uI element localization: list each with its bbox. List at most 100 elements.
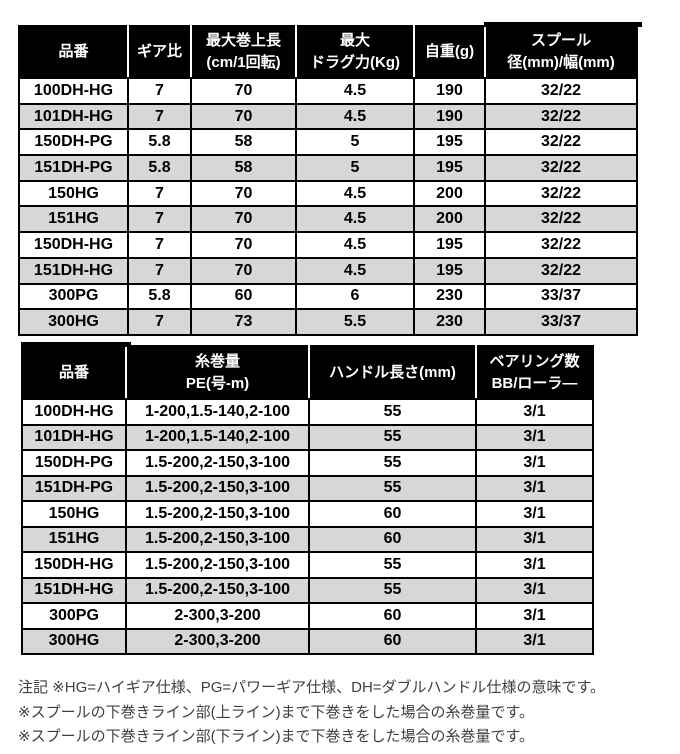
column-header: 自重(g) <box>413 25 486 79</box>
value-cell: 3/1 <box>475 423 594 451</box>
value-cell: 1.5-200,2-150,3-100 <box>125 525 310 553</box>
value-cell: 55 <box>308 551 477 579</box>
value-cell: 32/22 <box>484 256 638 285</box>
footnote-line: 注記 ※HG=ハイギア仕様、PG=パワーギア仕様、DH=ダブルハンドル仕様の意味… <box>18 679 606 696</box>
table-row: 101DH-HG 7 70 4.5 190 32/22 <box>18 102 638 131</box>
value-cell: 3/1 <box>475 474 594 502</box>
footnote-line: ※スプールの下巻きライン部(上ライン)まで下巻きをした場合の糸巻量です。 <box>18 703 535 721</box>
value-cell: 5 <box>295 154 415 182</box>
table-row: 151DH-PG 5.8 58 5 195 32/22 <box>18 154 638 182</box>
reel-spec-table: 品番 ギア比 最大巻上長 (cm/1回転) 最大 ドラグ力(Kg) 自重(g) スプール 径(m… <box>18 23 643 336</box>
value-cell: 60 <box>308 627 477 655</box>
value-cell: 70 <box>190 77 297 105</box>
value-cell: 4.5 <box>295 231 415 259</box>
value-cell: 60 <box>308 500 477 528</box>
table-row: 300PG 5.8 60 6 230 33/37 <box>18 282 638 311</box>
model-cell: 150DH-PG <box>18 128 129 157</box>
value-cell: 1.5-200,2-150,3-100 <box>125 576 310 604</box>
model-cell: 151DH-HG <box>18 256 129 285</box>
value-cell: 32/22 <box>484 77 638 105</box>
value-cell: 7 <box>127 256 192 285</box>
value-cell: 3/1 <box>475 449 594 477</box>
value-cell: 55 <box>308 398 477 426</box>
value-cell: 5.8 <box>127 154 192 182</box>
table-row: 150HG 7 70 4.5 200 32/22 <box>18 179 638 208</box>
value-cell: 200 <box>413 205 486 234</box>
value-cell: 230 <box>413 308 486 336</box>
table-row: 151DH-HG 1.5-200,2-150,3-100 55 3/1 <box>21 576 594 604</box>
model-cell: 150DH-PG <box>21 449 127 477</box>
value-cell: 1-200,1.5-140,2-100 <box>125 423 310 451</box>
value-cell: 5.8 <box>127 282 192 311</box>
value-cell: 5.8 <box>127 128 192 157</box>
value-cell: 60 <box>308 602 477 630</box>
value-cell: 70 <box>190 102 297 131</box>
model-cell: 150HG <box>18 179 129 208</box>
model-cell: 150HG <box>21 500 127 528</box>
value-cell: 73 <box>190 308 297 336</box>
column-header: スプール 径(mm)/幅(mm) <box>484 23 643 79</box>
table-row: 150DH-PG 1.5-200,2-150,3-100 55 3/1 <box>21 449 594 477</box>
value-cell: 32/22 <box>484 154 638 182</box>
value-cell: 32/22 <box>484 128 638 157</box>
model-cell: 151HG <box>21 525 127 553</box>
value-cell: 32/22 <box>484 102 638 131</box>
table-row: 151HG 1.5-200,2-150,3-100 60 3/1 <box>21 525 594 553</box>
value-cell: 3/1 <box>475 525 594 553</box>
model-cell: 150DH-HG <box>18 231 129 259</box>
model-cell: 101DH-HG <box>18 102 129 131</box>
header-row: 品番 糸巻量 PE(号-m) ハンドル長さ(mm) ベアリング数 BB/ローラ― <box>21 343 594 400</box>
footnote-line: ※スプールの下巻きライン部(下ライン)まで下巻きをした場合の糸巻量です。 <box>18 728 535 745</box>
value-cell: 5.5 <box>295 308 415 336</box>
value-cell: 70 <box>190 179 297 208</box>
value-cell: 195 <box>413 128 486 157</box>
value-cell: 7 <box>127 308 192 336</box>
value-cell: 190 <box>413 77 486 105</box>
value-cell: 230 <box>413 282 486 311</box>
value-cell: 7 <box>127 179 192 208</box>
value-cell: 32/22 <box>484 231 638 259</box>
value-cell: 1-200,1.5-140,2-100 <box>125 398 310 426</box>
value-cell: 4.5 <box>295 102 415 131</box>
model-cell: 300HG <box>18 308 129 336</box>
value-cell: 70 <box>190 231 297 259</box>
value-cell: 60 <box>190 282 297 311</box>
table-row: 150DH-HG 1.5-200,2-150,3-100 55 3/1 <box>21 551 594 579</box>
table-row: 151DH-HG 7 70 4.5 195 32/22 <box>18 256 638 285</box>
column-header: ハンドル長さ(mm) <box>308 345 477 400</box>
model-cell: 151HG <box>18 205 129 234</box>
column-header: 糸巻量 PE(号-m) <box>125 345 310 400</box>
table-row: 300HG 2-300,3-200 60 3/1 <box>21 627 594 655</box>
model-cell: 150DH-HG <box>21 551 127 579</box>
model-cell: 300HG <box>21 627 127 655</box>
value-cell: 1.5-200,2-150,3-100 <box>125 551 310 579</box>
value-cell: 55 <box>308 449 477 477</box>
value-cell: 32/22 <box>484 205 638 234</box>
table-row: 100DH-HG 1-200,1.5-140,2-100 55 3/1 <box>21 398 594 426</box>
model-cell: 100DH-HG <box>18 77 129 105</box>
value-cell: 58 <box>190 154 297 182</box>
value-cell: 70 <box>190 256 297 285</box>
value-cell: 195 <box>413 154 486 182</box>
value-cell: 2-300,3-200 <box>125 602 310 630</box>
value-cell: 3/1 <box>475 500 594 528</box>
model-cell: 151DH-PG <box>21 474 127 502</box>
column-header: 最大 ドラグ力(Kg) <box>295 25 415 79</box>
value-cell: 195 <box>413 231 486 259</box>
value-cell: 58 <box>190 128 297 157</box>
value-cell: 55 <box>308 576 477 604</box>
model-cell: 300PG <box>18 282 129 311</box>
value-cell: 195 <box>413 256 486 285</box>
table-row: 101DH-HG 1-200,1.5-140,2-100 55 3/1 <box>21 423 594 451</box>
value-cell: 4.5 <box>295 77 415 105</box>
value-cell: 55 <box>308 474 477 502</box>
model-cell: 100DH-HG <box>21 398 127 426</box>
footnotes: 注記 ※HG=ハイギア仕様、PG=パワーギア仕様、DH=ダブルハンドル仕様の意味… <box>18 676 668 750</box>
table-row: 150DH-HG 7 70 4.5 195 32/22 <box>18 231 638 259</box>
table-row: 150DH-PG 5.8 58 5 195 32/22 <box>18 128 638 157</box>
value-cell: 33/37 <box>484 308 638 336</box>
table-row: 151DH-PG 1.5-200,2-150,3-100 55 3/1 <box>21 474 594 502</box>
value-cell: 70 <box>190 205 297 234</box>
column-header: 品番 <box>18 25 129 79</box>
value-cell: 55 <box>308 423 477 451</box>
